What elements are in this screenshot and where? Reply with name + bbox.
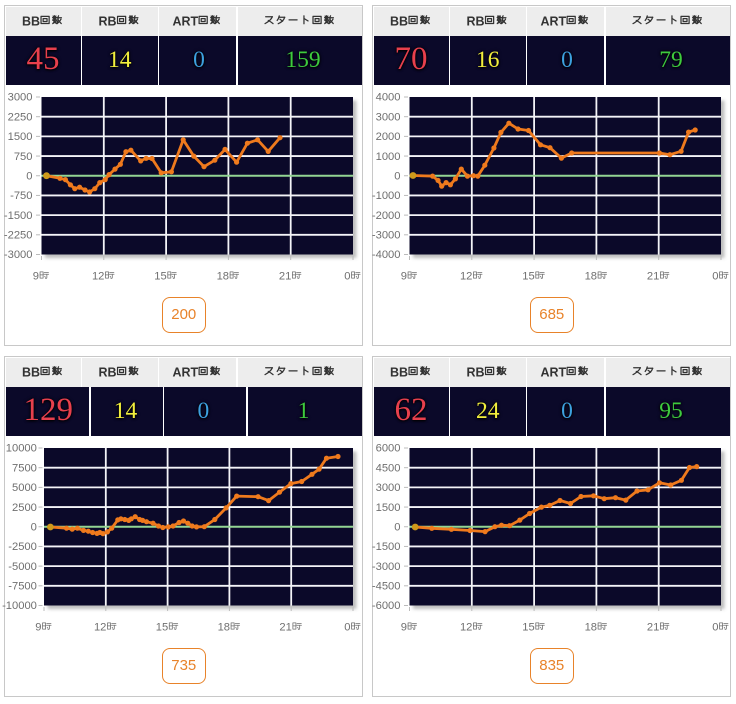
- svg-text:2500: 2500: [12, 502, 37, 514]
- svg-text:BB: BB: [390, 366, 408, 380]
- svg-text:-1000: -1000: [372, 190, 401, 202]
- svg-text:15: 15: [522, 271, 534, 283]
- svg-text:-1500: -1500: [372, 541, 401, 553]
- svg-text:-6000: -6000: [372, 600, 401, 612]
- svg-text:1500: 1500: [376, 502, 401, 514]
- svg-text:-3000: -3000: [372, 561, 401, 573]
- svg-text:BB: BB: [390, 15, 408, 29]
- svg-text:12: 12: [460, 271, 472, 283]
- svg-text:3000: 3000: [376, 111, 401, 123]
- svg-text:18: 18: [218, 622, 230, 634]
- svg-text:-750: -750: [10, 190, 32, 202]
- svg-text:2250: 2250: [8, 111, 33, 123]
- svg-text:-2250: -2250: [4, 230, 33, 242]
- svg-text:750: 750: [14, 151, 33, 163]
- svg-text:-3000: -3000: [4, 249, 33, 261]
- svg-text:21: 21: [279, 271, 291, 283]
- svg-text:18: 18: [585, 622, 597, 634]
- svg-text:4000: 4000: [376, 92, 401, 104]
- svg-text:ART: ART: [172, 15, 198, 29]
- svg-text:ART: ART: [540, 366, 566, 380]
- svg-text:1500: 1500: [8, 131, 33, 143]
- svg-text:9: 9: [401, 271, 407, 283]
- svg-text:0: 0: [712, 271, 718, 283]
- svg-text:RB: RB: [467, 15, 485, 29]
- svg-text:12: 12: [94, 622, 106, 634]
- svg-text:0: 0: [344, 622, 350, 634]
- svg-text:ART: ART: [540, 15, 566, 29]
- svg-text:-2500: -2500: [8, 541, 37, 553]
- svg-text:15: 15: [522, 622, 534, 634]
- svg-text:0: 0: [26, 170, 32, 182]
- svg-text:-1500: -1500: [4, 210, 33, 222]
- svg-text:12: 12: [460, 622, 472, 634]
- svg-text:0: 0: [344, 271, 350, 283]
- svg-text:12: 12: [92, 271, 104, 283]
- svg-text:6000: 6000: [376, 443, 401, 455]
- svg-text:-2000: -2000: [372, 210, 401, 222]
- svg-text:10000: 10000: [6, 443, 37, 455]
- svg-text:0: 0: [394, 170, 400, 182]
- svg-text:BB: BB: [22, 15, 40, 29]
- svg-text:-3000: -3000: [372, 230, 401, 242]
- svg-text:21: 21: [647, 271, 659, 283]
- svg-text:5000: 5000: [12, 482, 37, 494]
- svg-text:-7500: -7500: [8, 581, 37, 593]
- svg-text:7500: 7500: [12, 462, 37, 474]
- svg-text:0: 0: [31, 521, 37, 533]
- svg-text:3000: 3000: [376, 482, 401, 494]
- svg-text:RB: RB: [99, 366, 117, 380]
- svg-text:1000: 1000: [376, 151, 401, 163]
- svg-text:-10000: -10000: [2, 600, 37, 612]
- svg-text:18: 18: [585, 271, 597, 283]
- svg-text:0: 0: [712, 622, 718, 634]
- svg-text:15: 15: [154, 271, 166, 283]
- svg-text:RB: RB: [467, 366, 485, 380]
- svg-text:3000: 3000: [8, 92, 33, 104]
- svg-text:-4000: -4000: [372, 249, 401, 261]
- svg-text:15: 15: [156, 622, 168, 634]
- svg-text:9: 9: [401, 622, 407, 634]
- svg-text:BB: BB: [22, 366, 40, 380]
- svg-text:9: 9: [33, 271, 39, 283]
- svg-text:-5000: -5000: [8, 561, 37, 573]
- svg-text:2000: 2000: [376, 131, 401, 143]
- svg-text:4500: 4500: [376, 462, 401, 474]
- svg-text:21: 21: [647, 622, 659, 634]
- svg-text:9: 9: [35, 622, 41, 634]
- svg-text:ART: ART: [172, 366, 198, 380]
- svg-text:-4500: -4500: [372, 581, 401, 593]
- svg-text:18: 18: [217, 271, 229, 283]
- svg-text:21: 21: [279, 622, 291, 634]
- svg-text:RB: RB: [99, 15, 117, 29]
- svg-text:0: 0: [394, 521, 400, 533]
